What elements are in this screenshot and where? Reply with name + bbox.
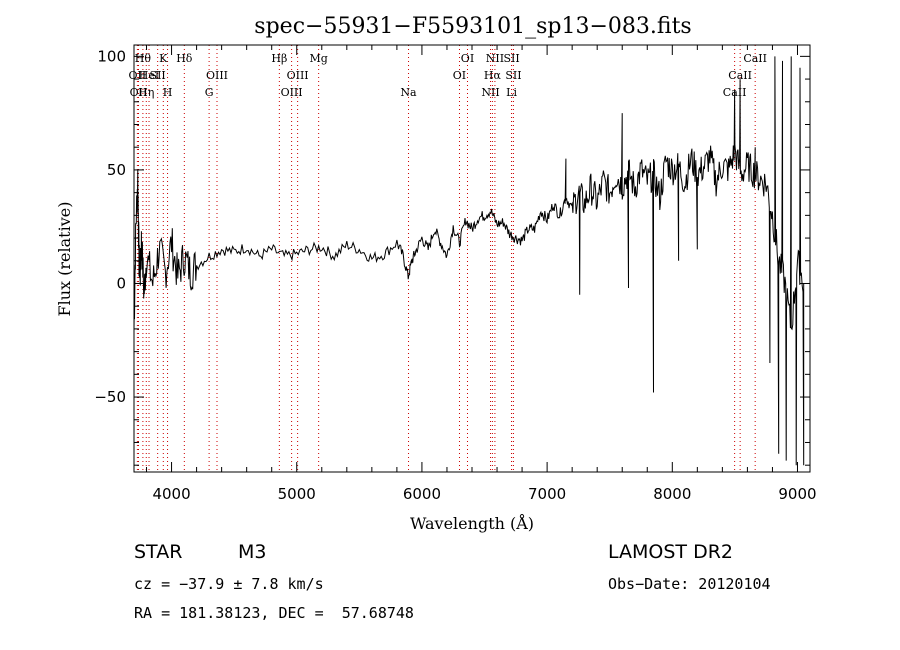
x-tick-label: 4000 [152, 485, 190, 503]
spectral-line-label: OI [461, 52, 474, 65]
y-tick-label: −50 [94, 388, 126, 406]
spectral-line-label: SII [505, 69, 521, 82]
spectral-line-label: OI [453, 69, 466, 82]
y-axis-ticks: −50 0 50 100 [94, 47, 810, 466]
spectral-line-label: HeI [139, 69, 159, 82]
spectral-line-label: NII [481, 86, 499, 99]
spectral-line-label: CaII [743, 52, 767, 65]
chart-title: spec−55931−F5593101_sp13−083.fits [254, 14, 691, 39]
object-class: STAR [134, 541, 183, 563]
spectral-line-label: Hβ [271, 52, 287, 65]
survey-name: LAMOST DR2 [608, 541, 733, 563]
spectral-line-label: Hδ [176, 52, 193, 65]
plot-frame [133, 44, 811, 473]
spectral-line-label: OIII [281, 86, 303, 99]
y-tick-label: 50 [107, 161, 126, 179]
spectral-line-label: Hα [484, 69, 502, 82]
x-axis-ticks: 4000 5000 6000 7000 8000 9000 [146, 45, 817, 503]
y-tick-label: 0 [116, 274, 126, 292]
spectral-line-label: Mg [309, 52, 327, 65]
observation-date: Obs−Date: 20120104 [608, 575, 771, 593]
spectral-line-labels: OIIOIIHθHηHeISIIKHHδGOIIIHβOIIIOIIIMgNaO… [129, 52, 767, 99]
x-axis-label: Wavelength (Å) [410, 513, 534, 533]
spectral-line-markers [136, 45, 756, 472]
spectral-line-label: Hθ [135, 52, 152, 65]
spectral-line-label: SII [150, 69, 166, 82]
sky-coordinates: RA = 181.38123, DEC = 57.68748 [134, 604, 414, 622]
spectral-line-label: Na [400, 86, 417, 99]
x-tick-label: 9000 [778, 485, 816, 503]
x-tick-label: 8000 [653, 485, 691, 503]
spectral-line-label: K [159, 52, 168, 65]
spectral-line-label: NII [486, 52, 504, 65]
spectral-line-label: OIII [287, 69, 309, 82]
y-axis-label: Flux (relative) [55, 202, 74, 317]
object-subclass: M3 [238, 541, 267, 563]
spectral-line-label: G [205, 86, 214, 99]
spectral-line-label: OIII [206, 69, 228, 82]
spectral-line-label: SII [503, 52, 519, 65]
spectral-line-label: Li [506, 86, 517, 99]
spectral-line-label: H [163, 86, 173, 99]
x-tick-label: 5000 [278, 485, 316, 503]
x-tick-label: 6000 [403, 485, 441, 503]
y-tick-label: 100 [97, 47, 126, 65]
spectral-line-label: Hη [138, 86, 154, 99]
spectral-line-label: CaII [728, 69, 752, 82]
spectral-line-label: OII [129, 69, 147, 82]
redshift-velocity: cz = −37.9 ± 7.8 km/s [134, 575, 324, 593]
x-tick-label: 7000 [528, 485, 566, 503]
spectrum-series-line [133, 56, 805, 466]
